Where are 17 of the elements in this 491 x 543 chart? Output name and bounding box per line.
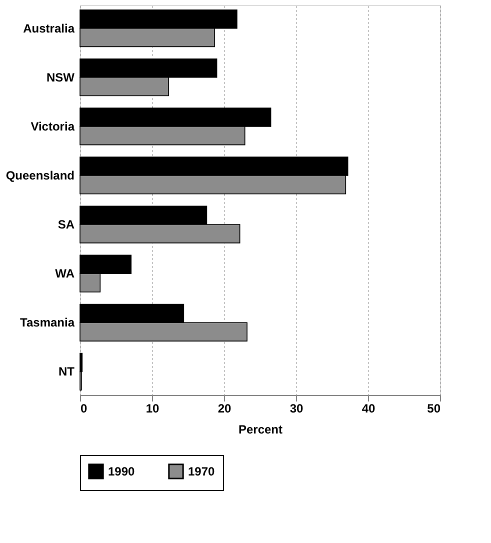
x-tick-label: 0 [80,402,88,416]
y-tick-label: SA [58,218,75,232]
x-axis-title: Percent [238,422,283,436]
y-tick-label: Victoria [30,119,75,134]
y-tick-label: Australia [23,21,75,36]
x-tick-label: 10 [146,402,160,416]
y-tick-label: WA [55,266,75,281]
legend-label: 1990 [108,464,136,478]
x-tick-label: 30 [290,402,304,416]
y-tick-label: NSW [46,70,76,84]
x-tick-label: 40 [362,402,376,416]
legend-label: 1970 [188,464,216,478]
y-tick-label: Tasmania [20,316,75,330]
y-tick-label: NT [58,364,76,379]
y-tick-label: Queensland [6,168,74,182]
x-tick-label: 20 [218,402,232,416]
x-tick-label: 50 [427,402,441,416]
